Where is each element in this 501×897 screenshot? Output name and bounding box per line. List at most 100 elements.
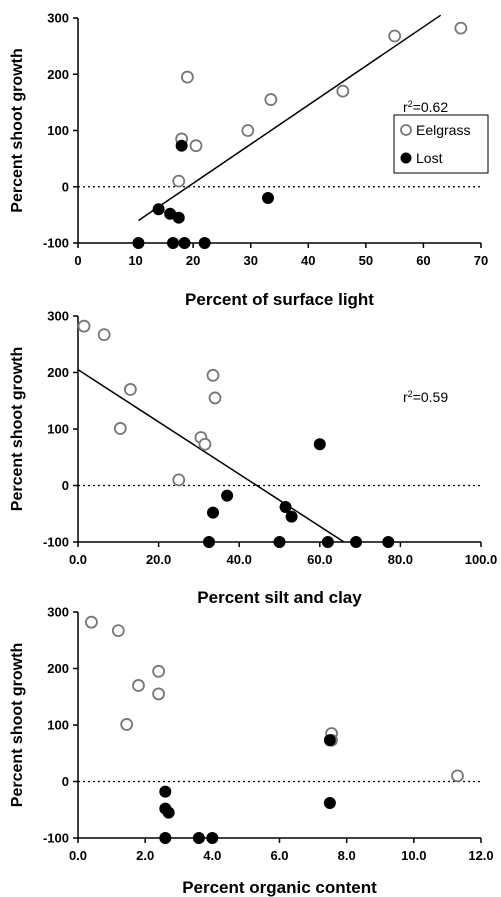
x-tick-label: 60.0	[307, 552, 332, 567]
point-eelgrass	[454, 21, 468, 35]
y-tick-label: 200	[47, 67, 69, 82]
point-lost	[202, 536, 215, 548]
chart-panel-1: -100 0 100 200 300 0 10 20 30 40 50 60 70 Percent of …	[9, 11, 489, 309]
x-tick-label: 10	[128, 253, 142, 268]
point-eelgrass	[111, 624, 125, 638]
point-lost	[323, 734, 336, 747]
point-eelgrass	[388, 29, 402, 43]
point-eelgrass	[172, 473, 186, 487]
point-lost	[132, 237, 145, 249]
y-tick-label: -100	[43, 831, 69, 846]
y-tick-label: 0	[62, 774, 69, 789]
y-tick-label: 0	[62, 179, 69, 194]
point-lost	[152, 203, 165, 216]
point-eelgrass	[123, 383, 137, 396]
x-tick-label: 30	[243, 253, 257, 268]
x-tick-label: 0.0	[69, 848, 87, 863]
legend-label: Eelgrass	[416, 122, 470, 138]
point-lost	[279, 500, 292, 513]
y-tick-label: 100	[47, 718, 69, 733]
x-tick-label: 10.0	[401, 848, 426, 863]
point-lost	[350, 536, 363, 548]
x-tick-label: 80.0	[388, 552, 413, 567]
x-tick-label: 4.0	[203, 848, 221, 863]
y-tick-label: 0	[62, 478, 69, 493]
point-eelgrass	[152, 664, 166, 678]
point-lost	[162, 806, 175, 819]
legend-label: Lost	[416, 150, 443, 166]
point-lost	[198, 237, 211, 249]
point-lost	[175, 139, 188, 152]
x-tick-label: 6.0	[270, 848, 288, 863]
point-eelgrass	[113, 422, 127, 435]
point-eelgrass	[189, 139, 203, 153]
point-lost	[273, 536, 286, 548]
y-tick-label: 200	[47, 661, 69, 676]
x-tick-label: 70	[474, 253, 488, 268]
point-eelgrass	[198, 437, 212, 451]
x-tick-label: 8.0	[338, 848, 356, 863]
y-tick-label: -100	[43, 236, 69, 251]
point-lost	[323, 796, 336, 809]
y-tick-label: 100	[47, 422, 69, 437]
point-lost	[166, 237, 179, 249]
point-eelgrass	[206, 368, 220, 382]
point-eelgrass	[264, 93, 278, 106]
point-lost	[159, 832, 172, 844]
point-lost	[206, 832, 219, 844]
x-axis-label: Percent silt and clay	[197, 588, 362, 607]
trendline	[138, 14, 442, 222]
x-tick-label: 60	[416, 253, 430, 268]
y-tick-label: 300	[47, 309, 69, 324]
point-lost	[221, 489, 234, 502]
r-squared-annotation: r2=0.59	[403, 389, 448, 405]
chart-panel-2: -100 0 100 200 300 0.0 20.0 40.0 60.0 80.0 100.0 Pe…	[9, 309, 497, 608]
point-eelgrass	[208, 391, 222, 405]
y-tick-label: 200	[47, 365, 69, 380]
point-eelgrass	[120, 718, 134, 731]
legend-marker-eelgrass	[400, 124, 412, 136]
point-eelgrass	[152, 687, 166, 701]
legend-box	[393, 114, 489, 174]
x-tick-label: 0.0	[69, 552, 87, 567]
legend: Eelgrass Lost	[393, 114, 489, 174]
y-tick-label: 300	[47, 11, 69, 26]
y-axis-label: Percent shoot growth	[9, 643, 26, 807]
point-lost	[178, 237, 191, 249]
chart-panel-3: -100 0 100 200 300 0.0 2.0 4.0 6.0 8.0 10.0 12.0 Per…	[9, 605, 494, 897]
point-eelgrass	[336, 84, 350, 98]
x-tick-label: 12.0	[468, 848, 493, 863]
x-tick-label: 0	[74, 253, 81, 268]
point-eelgrass	[85, 615, 98, 629]
point-lost	[382, 536, 395, 548]
point-lost	[261, 192, 274, 204]
y-tick-label: -100	[43, 535, 69, 550]
point-eelgrass	[172, 174, 186, 188]
x-tick-label: 40	[301, 253, 315, 268]
point-eelgrass	[132, 679, 145, 692]
x-tick-label: 100.0	[465, 552, 498, 567]
trendline	[77, 369, 345, 543]
point-eelgrass	[77, 319, 91, 333]
point-eelgrass	[241, 124, 255, 137]
x-tick-label: 50	[359, 253, 373, 268]
x-axis-label: Percent organic content	[182, 878, 377, 897]
point-lost	[313, 438, 326, 451]
y-tick-label: 300	[47, 605, 69, 620]
legend-marker-lost	[400, 152, 412, 164]
point-lost	[159, 785, 172, 798]
x-axis-label: Percent of surface light	[185, 290, 374, 309]
point-lost	[207, 506, 220, 519]
point-lost	[172, 211, 185, 224]
y-axis-label: Percent shoot growth	[9, 347, 26, 511]
x-tick-label: 20	[186, 253, 200, 268]
x-tick-label: 2.0	[136, 848, 154, 863]
y-tick-label: 100	[47, 123, 69, 138]
point-eelgrass	[180, 70, 194, 84]
x-tick-label: 40.0	[227, 552, 252, 567]
point-lost	[192, 832, 205, 844]
point-eelgrass	[97, 328, 111, 342]
x-tick-label: 20.0	[146, 552, 171, 567]
point-lost	[285, 510, 298, 523]
